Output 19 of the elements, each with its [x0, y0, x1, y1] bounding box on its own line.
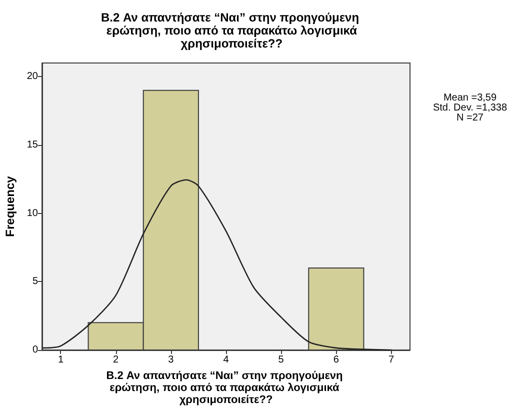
line-series [42, 179, 392, 351]
text: Mean =3,59 [443, 92, 497, 104]
y-tick-label: 20 [26, 71, 38, 82]
y-tick-label: 5 [32, 276, 38, 288]
x-tick-label: 3 [168, 354, 174, 366]
chart-title: B.2 Αν απαντήσατε “Ναι” στην προηγούμενη ερώτηση, ποιο από τα παρακάτω λογισμικά χρησιμοποιείτε?? [100, 10, 360, 50]
x-axis-title: B.2 Αν απαντήσατε “Ναι” στην προηγούμενη ερώτηση, ποιο από τα παρακάτω λογισμικά χρησιμοποιείτε?? [106, 370, 346, 406]
x-tick-label: 6 [333, 354, 340, 366]
x-tick-label: 7 [388, 354, 394, 366]
text: Std. Dev. =1,338 [432, 102, 508, 114]
text: N =27 [456, 112, 484, 124]
y-tick-label: 0 [32, 344, 38, 356]
x-tick-label: 2 [113, 354, 120, 366]
x-tick-label: 1 [58, 354, 64, 366]
y-tick-label: 15 [26, 140, 38, 150]
y-tick-label: 10 [26, 208, 38, 219]
y-axis-title: Frequency [2, 176, 17, 237]
x-tick-label: 4 [223, 354, 230, 366]
x-tick-label: 5 [278, 354, 284, 366]
